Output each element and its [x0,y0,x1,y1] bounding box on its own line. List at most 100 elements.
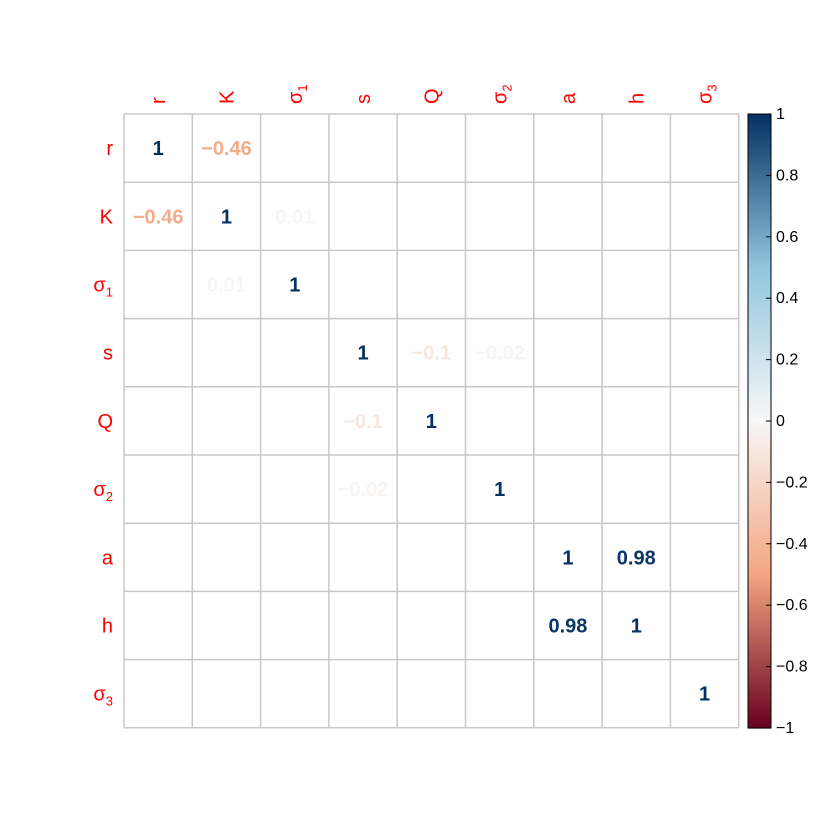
colorbar-segment [748,592,771,597]
colorbar-segment [748,479,771,483]
matrix-cell [397,455,466,524]
colorbar-tick-label: 0.8 [776,167,798,184]
matrix-cell [328,386,398,455]
colorbar-segment [748,430,771,434]
colorbar-segment [748,427,771,431]
colorbar-segment [748,224,771,229]
matrix-cell [124,455,193,524]
colorbar-tick-label: −1 [776,720,794,737]
colorbar-segment [748,688,771,692]
matrix-cell [465,250,534,319]
colorbar-segment [748,190,771,195]
colorbar-segment [748,264,771,269]
colorbar-segment [748,694,771,698]
colorbar-segment [748,193,771,198]
colorbar-segment [748,454,771,459]
matrix-cell [328,114,398,183]
colorbar-segment [748,221,771,226]
colorbar-segment [748,531,771,536]
row-label: s [103,343,113,365]
colorbar-segment [748,316,771,321]
colorbar-segment [748,335,771,339]
matrix-cell [192,659,261,728]
colorbar-segment [748,212,771,216]
colorbar-segment [748,482,771,487]
matrix-cell [670,523,739,592]
colorbar-segment [748,457,771,462]
column-label: r [148,97,170,104]
cell-value: 0.98 [548,616,587,638]
colorbar-segment [748,543,771,548]
matrix-cell [124,114,193,183]
colorbar-segment [748,153,771,158]
colorbar-segment [748,172,771,176]
matrix-cell [465,114,534,183]
matrix-cell [602,318,671,387]
column-label: σ2 [490,84,515,104]
colorbar-segment [748,549,771,554]
matrix-cell [602,386,671,455]
colorbar-segment [748,503,771,508]
colorbar-segment [748,242,771,247]
row-label: r [106,138,113,160]
colorbar-segment [748,706,771,711]
colorbar-segment [748,328,771,333]
colorbar-segment [748,638,771,643]
colorbar-segment [748,623,771,628]
colorbar-segment [748,675,771,680]
matrix-cell [670,250,739,319]
colorbar-segment [748,513,771,517]
matrix-cell [192,523,261,592]
colorbar-segment [748,620,771,625]
colorbar-segment [748,642,771,646]
colorbar-segment [748,473,771,477]
colorbar-segment [748,448,771,453]
colorbar-tick-label: −0.6 [776,597,808,614]
matrix-cell [328,523,398,592]
colorbar-segment [748,494,771,499]
colorbar-segment [748,626,771,631]
colorbar-segment [748,580,771,585]
colorbar-segment [748,595,771,600]
matrix-cell [670,455,739,524]
colorbar-segment [748,331,771,336]
colorbar-segment [748,381,771,385]
colorbar-segment [748,203,771,207]
colorbar-segment [748,160,771,164]
colorbar-segment [748,273,771,278]
colorbar-segment [748,310,771,315]
cell-value: −0.02 [474,343,525,365]
colorbar-segment [748,114,771,118]
colorbar-segment [748,402,771,407]
colorbar-segment [748,178,771,183]
colorbar-segment [748,362,771,367]
column-label: σ3 [695,84,720,104]
matrix-cell [397,114,466,183]
colorbar-segment [748,341,771,345]
colorbar-segment [748,525,771,530]
colorbar-segment [748,414,771,419]
colorbar-segment [748,123,771,127]
matrix-cell [465,386,534,455]
colorbar-segment [748,500,771,505]
colorbar-segment [748,577,771,582]
colorbar-segment [748,399,771,404]
colorbar-segment [748,270,771,275]
matrix-cell [260,386,329,455]
colorbar-segment [748,313,771,318]
colorbar-tick-label: 1 [776,106,785,123]
matrix-cell [465,318,534,387]
column-label: Q [421,88,443,104]
row-label: h [102,616,113,638]
cell-value-labels: 1 −0.46 −0.46 1 0.01 0.01 1 1 −0.1 −0.02 −0.1 1 −0.0… [133,138,710,706]
colorbar-segment [748,325,771,330]
colorbar-segment [748,411,771,416]
colorbar-segment [748,353,771,358]
colorbar-segment [748,685,771,689]
colorbar-segment [748,181,771,186]
colorbar-segment [748,120,771,124]
colorbar-segment [748,276,771,281]
row-label: Q [97,411,113,433]
cell-value: −0.1 [343,411,382,433]
matrix-cell [670,318,739,387]
